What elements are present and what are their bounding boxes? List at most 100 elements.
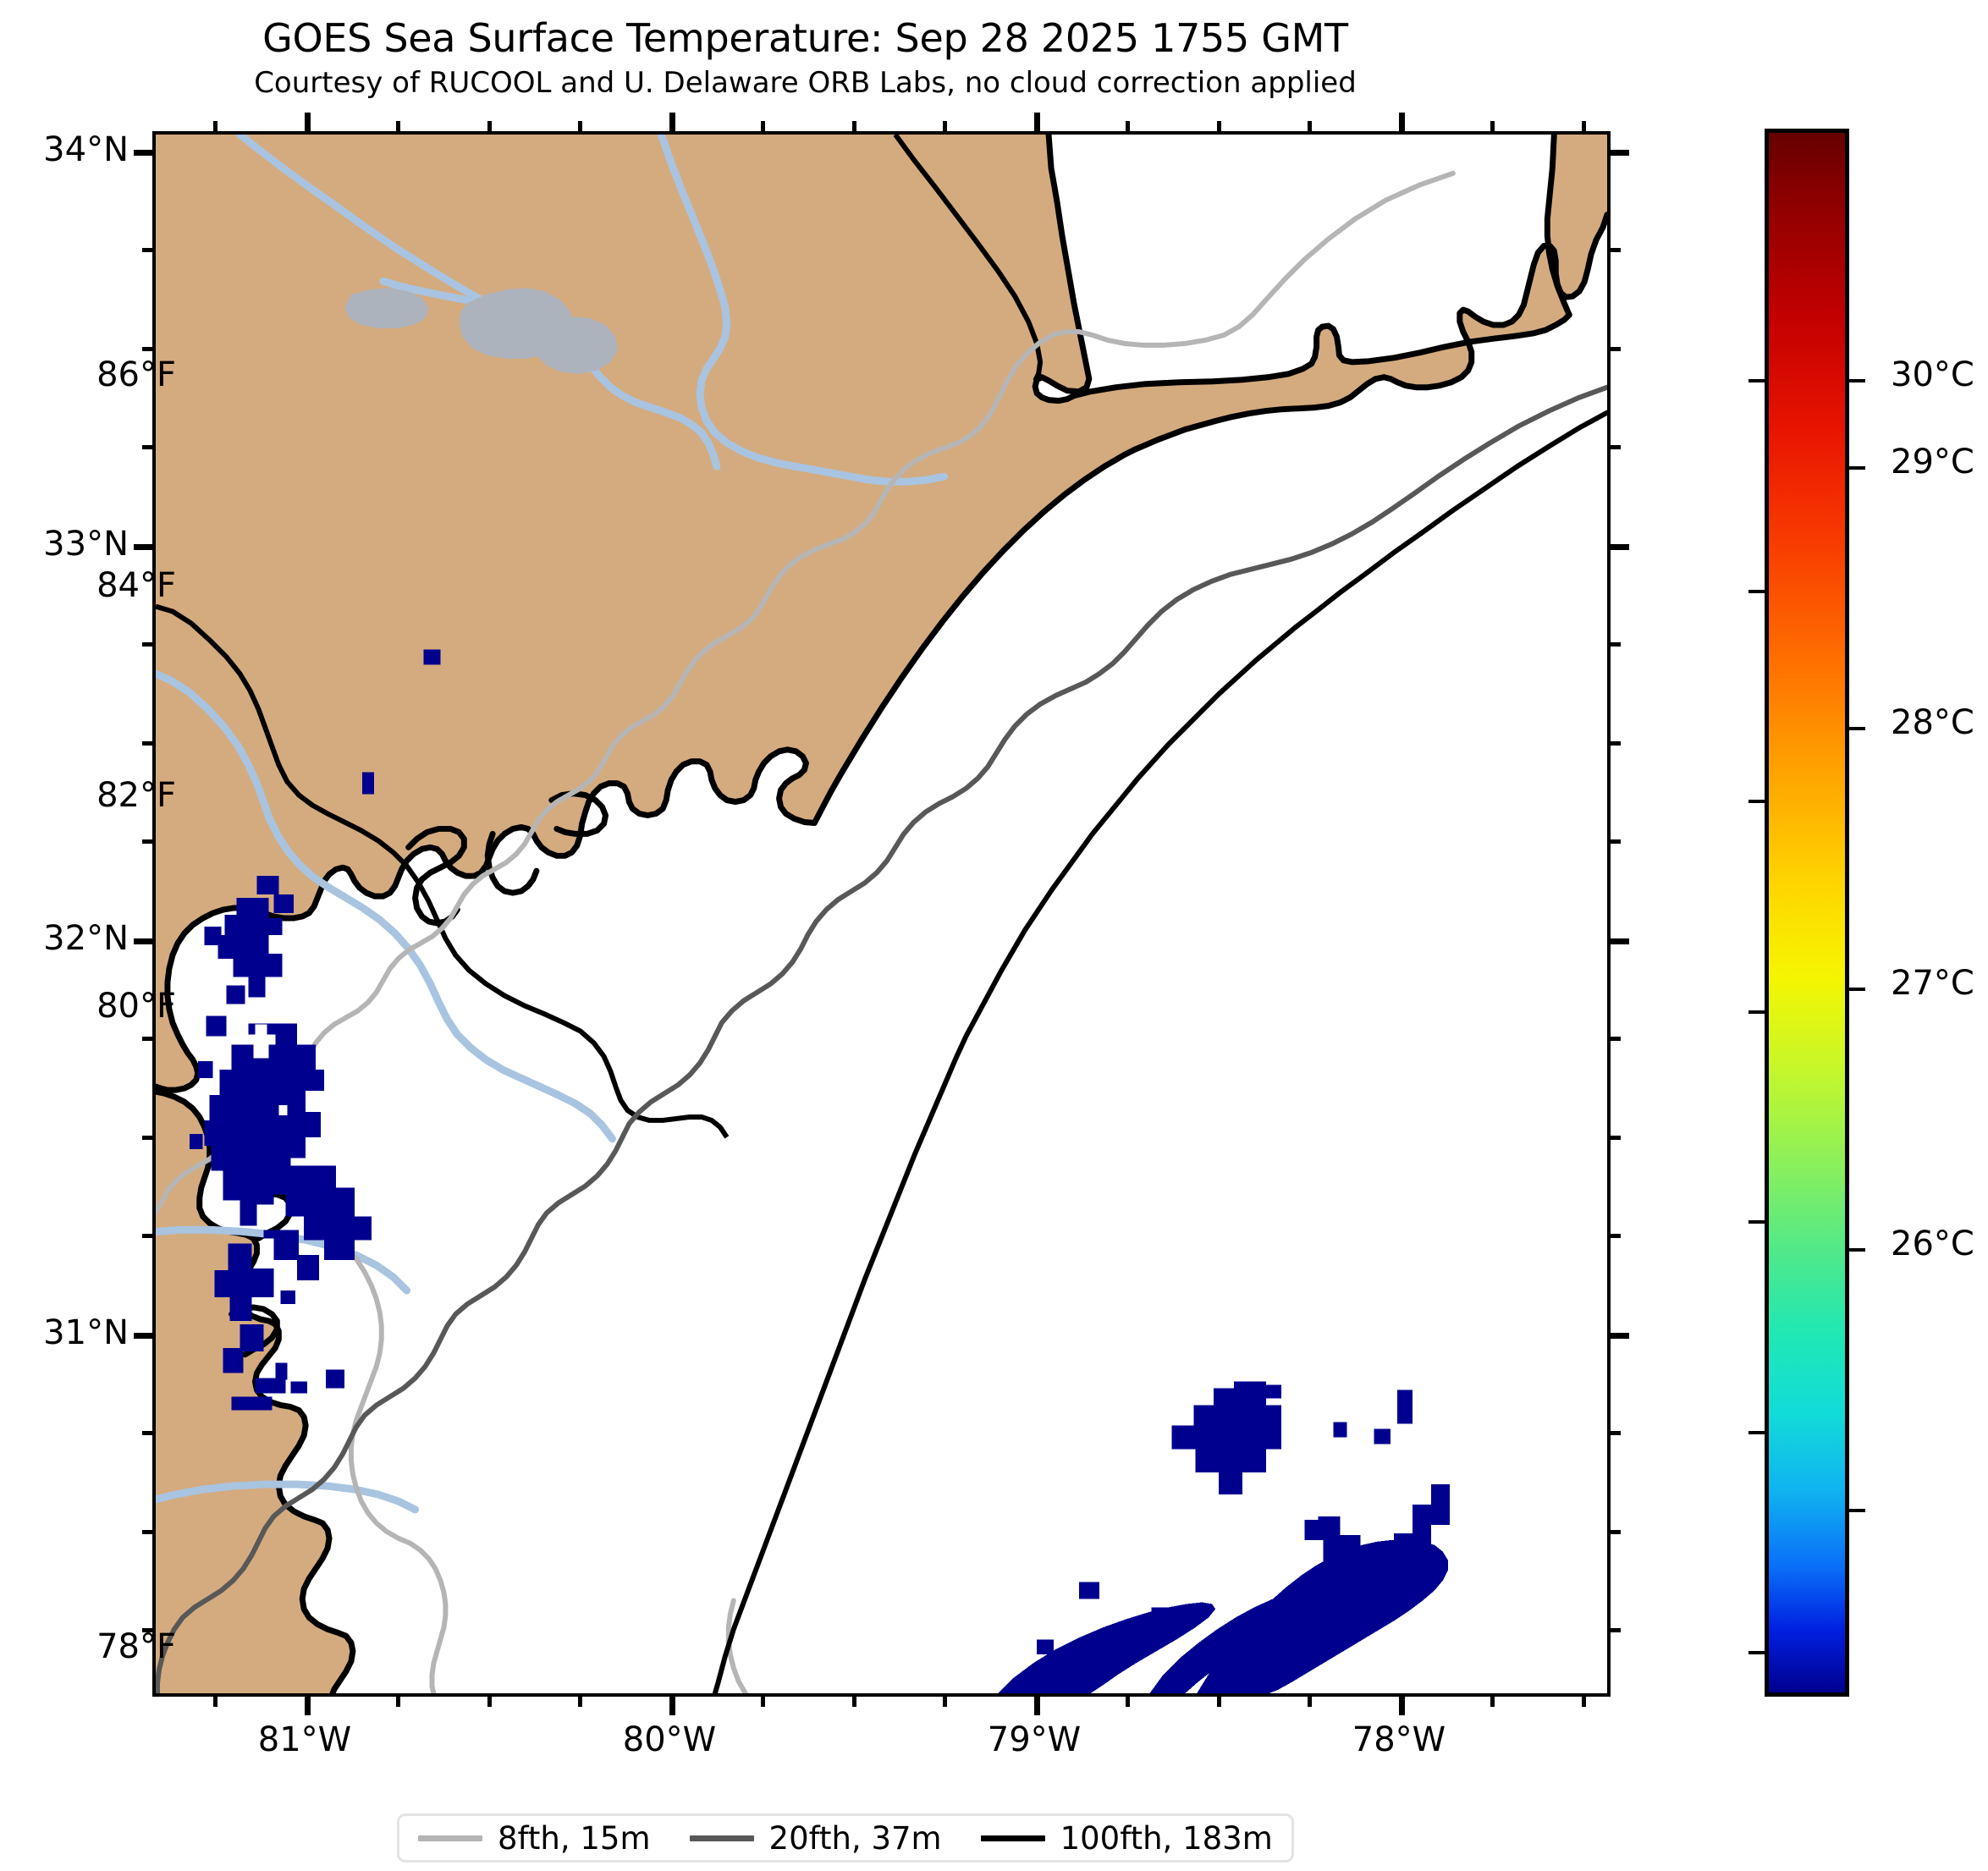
tick-y-minor — [142, 347, 152, 351]
tick-x-minor — [761, 121, 765, 131]
land-polygon — [156, 135, 1607, 1091]
tick-x-minor — [396, 121, 400, 131]
tick-x-minor — [578, 1697, 582, 1707]
tick-y-minor — [142, 445, 152, 449]
colorbar-tick-f — [1748, 1651, 1769, 1654]
tick-y-minor — [142, 1530, 152, 1534]
colorbar-label-f: 80°F — [96, 987, 176, 1026]
lake-polygons — [344, 288, 618, 374]
tick-x-minor — [1582, 121, 1586, 131]
tick-y-major — [134, 150, 152, 156]
tick-x-minor — [943, 1697, 947, 1707]
tick-x-major — [669, 1697, 675, 1715]
tick-x-minor — [852, 121, 856, 131]
legend-swatch-20fth — [689, 1835, 754, 1841]
map-plot-area[interactable] — [152, 131, 1611, 1697]
legend-item-20fth[interactable]: 20fth, 37m — [689, 1819, 942, 1857]
colorbar-label-c: 26°C — [1891, 1224, 1974, 1263]
tick-y-minor — [1611, 1628, 1621, 1632]
tick-x-minor — [396, 1697, 400, 1707]
tick-x-major — [305, 113, 311, 131]
figure-subtitle: Courtesy of RUCOOL and U. Delaware ORB L… — [254, 66, 1357, 100]
colorbar-tick-c — [1845, 379, 1865, 382]
legend-label-8fth: 8fth, 15m — [498, 1819, 651, 1857]
tick-y-minor — [1611, 347, 1621, 351]
tick-x-major — [1034, 1697, 1040, 1715]
tick-y-minor — [142, 1628, 152, 1632]
colorbar-tick-f — [1748, 1010, 1769, 1014]
legend-swatch-100fth — [980, 1835, 1045, 1841]
state-border — [156, 135, 1044, 1139]
tick-x-minor — [761, 1697, 765, 1707]
tick-y-minor — [142, 642, 152, 647]
x-axis-label: 80°W — [622, 1720, 717, 1759]
tick-y-minor — [1611, 445, 1621, 449]
tick-x-minor — [487, 1697, 492, 1707]
tick-y-major — [1611, 938, 1629, 944]
colorbar-label-c: 30°C — [1891, 355, 1974, 394]
tick-y-minor — [142, 839, 152, 844]
x-axis-label: 78°W — [1352, 1720, 1446, 1759]
tick-y-minor — [142, 1037, 152, 1041]
colorbar-tick-c — [1845, 727, 1865, 730]
x-axis-label: 79°W — [987, 1720, 1082, 1759]
y-axis-label: 34°N — [43, 130, 129, 169]
legend-label-20fth: 20fth, 37m — [768, 1819, 942, 1857]
tick-y-minor — [1611, 1530, 1621, 1534]
tick-y-minor — [142, 248, 152, 252]
tick-x-minor — [213, 1697, 218, 1707]
tick-y-minor — [1611, 1136, 1621, 1140]
legend-swatch-8fth — [418, 1835, 482, 1841]
colorbar-label-f: 82°F — [96, 776, 176, 815]
tick-y-minor — [1611, 1234, 1621, 1238]
sst-data-pixels — [189, 649, 1450, 1693]
colorbar-label-f: 78°F — [96, 1627, 176, 1666]
tick-y-major — [134, 544, 152, 550]
tick-x-minor — [213, 121, 218, 131]
colorbar-label-f: 84°F — [96, 566, 176, 605]
tick-x-minor — [1308, 1697, 1312, 1707]
colorbar-tick-f — [1748, 590, 1769, 593]
colorbar-tick-c — [1845, 1248, 1865, 1252]
tick-y-minor — [1611, 1431, 1621, 1435]
tick-y-minor — [142, 741, 152, 746]
tick-y-minor — [1611, 642, 1621, 647]
colorbar-label-c: 29°C — [1891, 443, 1974, 482]
tick-x-minor — [1490, 121, 1495, 131]
tick-y-minor — [142, 1431, 152, 1435]
tick-x-minor — [487, 121, 492, 131]
map-axes — [134, 113, 1629, 1715]
x-axis-label: 81°W — [257, 1720, 352, 1759]
tick-x-minor — [1126, 121, 1130, 131]
legend-item-8fth[interactable]: 8fth, 15m — [418, 1820, 651, 1857]
tick-x-minor — [1308, 121, 1312, 131]
colorbar-tick-f — [1748, 379, 1769, 382]
colorbar-label-c: 28°C — [1891, 703, 1974, 742]
colorbar-tick-f — [1748, 1431, 1769, 1434]
tick-x-minor — [1582, 1697, 1586, 1707]
tick-y-major — [1611, 544, 1629, 550]
legend-label-100fth: 100fth, 183m — [1060, 1819, 1273, 1857]
tick-y-major — [134, 1333, 152, 1339]
tick-y-minor — [142, 1136, 152, 1140]
colorbar-tick-c — [1845, 1509, 1865, 1512]
tick-x-major — [1399, 1697, 1405, 1715]
tick-x-minor — [1217, 121, 1221, 131]
tick-y-minor — [142, 1234, 152, 1238]
colorbar[interactable] — [1748, 129, 1865, 1697]
tick-y-minor — [1611, 741, 1621, 746]
tick-y-minor — [1611, 248, 1621, 252]
legend-item-100fth[interactable]: 100fth, 183m — [980, 1819, 1273, 1857]
tick-x-minor — [1217, 1697, 1221, 1707]
tick-x-major — [305, 1697, 311, 1715]
tick-y-major — [134, 938, 152, 944]
contour-20fth — [156, 384, 1607, 1693]
tick-y-minor — [1611, 839, 1621, 844]
y-axis-label: 32°N — [43, 919, 129, 958]
y-axis-label: 31°N — [43, 1313, 129, 1352]
tick-x-minor — [943, 121, 947, 131]
colorbar-label-c: 27°C — [1891, 964, 1974, 1003]
tick-x-major — [1034, 113, 1040, 131]
tick-x-minor — [852, 1697, 856, 1707]
